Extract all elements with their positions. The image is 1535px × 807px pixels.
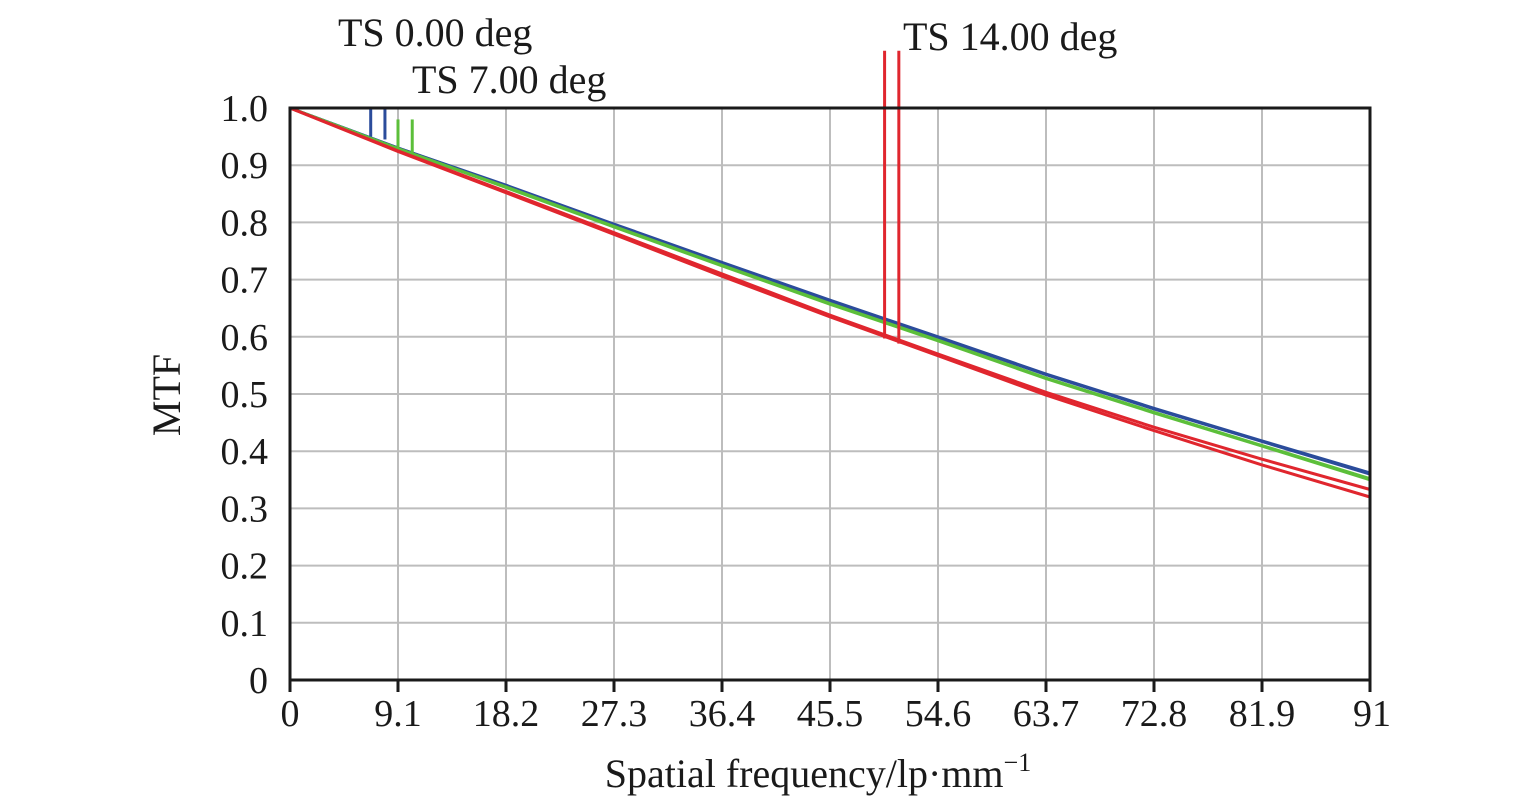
y-tick-label: 1.0 xyxy=(221,88,269,130)
x-tick-label: 45.5 xyxy=(797,693,864,735)
series-lines xyxy=(288,106,1372,499)
tick-labels: 0 9.1 18.2 27.3 36.4 45.5 54.6 63.7 72.8 81.9 91 0 0… xyxy=(221,88,1392,735)
y-tick-label: 0.2 xyxy=(221,546,269,588)
y-tick-label: 0.7 xyxy=(221,260,269,302)
y-axis-title: MTF xyxy=(144,354,189,436)
legend-label: TS 14.00 deg xyxy=(903,14,1117,59)
x-tick-label: 81.9 xyxy=(1229,693,1296,735)
legend-label: TS 7.00 deg xyxy=(412,57,606,102)
y-tick-label: 0.6 xyxy=(221,317,269,359)
x-tick-label: 63.7 xyxy=(1013,693,1080,735)
y-tick-label: 0 xyxy=(249,660,268,702)
x-tick-label: 27.3 xyxy=(581,693,648,735)
x-tick-label: 36.4 xyxy=(689,693,756,735)
series-line xyxy=(288,106,1372,482)
x-tick-label: 72.8 xyxy=(1121,693,1188,735)
x-axis-title-superscript: −1 xyxy=(1004,748,1032,777)
x-tick-label: 0 xyxy=(281,693,300,735)
y-tick-label: 0.5 xyxy=(221,374,269,416)
x-axis-title-main: Spatial frequency/lp·mm xyxy=(605,751,1004,796)
y-tick-label: 0.1 xyxy=(221,603,269,645)
x-tick-label: 9.1 xyxy=(374,693,422,735)
x-tick-label: 54.6 xyxy=(905,693,972,735)
x-tick-label: 18.2 xyxy=(473,693,540,735)
x-axis-title: Spatial frequency/lp·mm−1 xyxy=(605,748,1031,796)
x-tick-label: 91 xyxy=(1353,693,1391,735)
series-line xyxy=(288,106,1372,499)
y-tick-label: 0.4 xyxy=(221,431,269,473)
y-tick-label: 0.9 xyxy=(221,145,269,187)
legend-markers xyxy=(369,50,901,344)
y-tick-label: 0.8 xyxy=(221,202,269,244)
y-tick-label: 0.3 xyxy=(221,488,269,530)
grid xyxy=(289,107,1371,681)
legend-label: TS 0.00 deg xyxy=(338,10,532,55)
